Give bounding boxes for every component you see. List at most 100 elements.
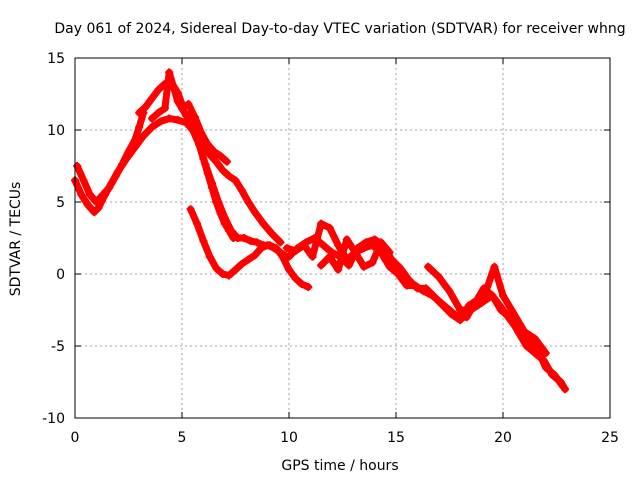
data-point (385, 248, 394, 257)
x-tick-label: 0 (71, 430, 80, 446)
data-point (94, 203, 103, 212)
data-point (135, 123, 144, 132)
series-track-9 (317, 235, 394, 274)
data-point (522, 342, 531, 350)
data-point (362, 238, 371, 247)
data-point (550, 370, 559, 379)
data-point (456, 316, 465, 325)
data-point (186, 205, 195, 214)
data-point (165, 114, 174, 123)
data-point (156, 117, 165, 126)
x-tick-label: 10 (280, 430, 298, 446)
data-point (216, 151, 225, 160)
data-point (396, 264, 405, 273)
data-point (212, 157, 221, 166)
data-point (509, 320, 518, 329)
data-point (111, 172, 120, 181)
data-point (466, 306, 475, 314)
data-point (244, 255, 253, 264)
data-point (190, 113, 199, 122)
data-point (325, 223, 334, 232)
data-point (203, 169, 212, 178)
data-point (237, 259, 246, 268)
data-point (447, 310, 456, 319)
data-point (368, 258, 377, 267)
data-point (216, 209, 225, 218)
data-point (297, 280, 306, 289)
data-point (250, 251, 259, 260)
x-tick-label: 20 (494, 430, 512, 446)
data-point (285, 265, 293, 274)
data-point (212, 198, 221, 206)
data-point (252, 238, 261, 247)
data-point (282, 244, 291, 253)
data-point (413, 284, 422, 293)
data-point (203, 140, 212, 149)
data-point (385, 262, 394, 271)
series-trace (187, 205, 291, 279)
data-point (98, 190, 107, 199)
data-point (370, 235, 379, 244)
y-axis-label: SDTVAR / TECUs (8, 182, 24, 297)
data-point (421, 284, 430, 293)
series-track-10 (424, 262, 550, 358)
data-point (192, 219, 201, 228)
data-point (199, 236, 208, 245)
y-tick-label: 10 (47, 123, 65, 139)
data-point (173, 97, 182, 106)
y-tick-label: -10 (42, 411, 65, 427)
series-trace (424, 263, 550, 357)
data-point (319, 241, 328, 250)
x-axis-label: GPS time / hours (281, 458, 398, 474)
data-point (308, 252, 317, 261)
data-point (499, 291, 507, 300)
data-point (178, 104, 186, 113)
data-point (83, 200, 92, 209)
series-track-6 (186, 205, 291, 280)
y-tick-label: -5 (51, 339, 65, 355)
data-point (148, 114, 157, 123)
axis-ticks: 0 5 10 15 20 25 -10 -5 0 5 10 15 (42, 51, 619, 446)
data-point (259, 219, 268, 228)
data-point (317, 219, 326, 228)
data-point (490, 262, 499, 271)
data-point (270, 244, 279, 253)
series-track-8 (285, 234, 567, 391)
data-point (231, 176, 240, 185)
data-point (220, 219, 229, 228)
data-point (231, 265, 240, 274)
data-point (445, 287, 454, 296)
data-point (424, 262, 433, 271)
series-track-1 (71, 114, 313, 291)
x-tick-label: 5 (178, 430, 187, 446)
data-point (148, 94, 157, 103)
data-point (351, 248, 360, 257)
data-point (130, 136, 139, 145)
data-point (402, 281, 411, 290)
data-point (85, 190, 94, 199)
data-point (359, 262, 368, 271)
data-point (387, 255, 396, 264)
data-point (293, 244, 302, 253)
data-point (160, 104, 169, 113)
data-point (135, 108, 144, 117)
data-point (342, 235, 351, 244)
data-point (541, 349, 550, 358)
x-tick-label: 15 (387, 430, 405, 446)
data-point (257, 244, 266, 253)
data-point (229, 234, 238, 242)
data-point (90, 208, 99, 217)
data-point (430, 293, 439, 302)
data-point (507, 306, 516, 314)
data-point (267, 229, 276, 238)
data-point (218, 166, 227, 175)
data-point (477, 298, 486, 307)
data-point (197, 128, 206, 137)
data-point (304, 282, 313, 291)
y-tick-label: 5 (56, 195, 65, 211)
data-point (541, 363, 550, 372)
data-point (154, 108, 163, 117)
data-point (141, 102, 150, 111)
data-point (276, 238, 285, 247)
